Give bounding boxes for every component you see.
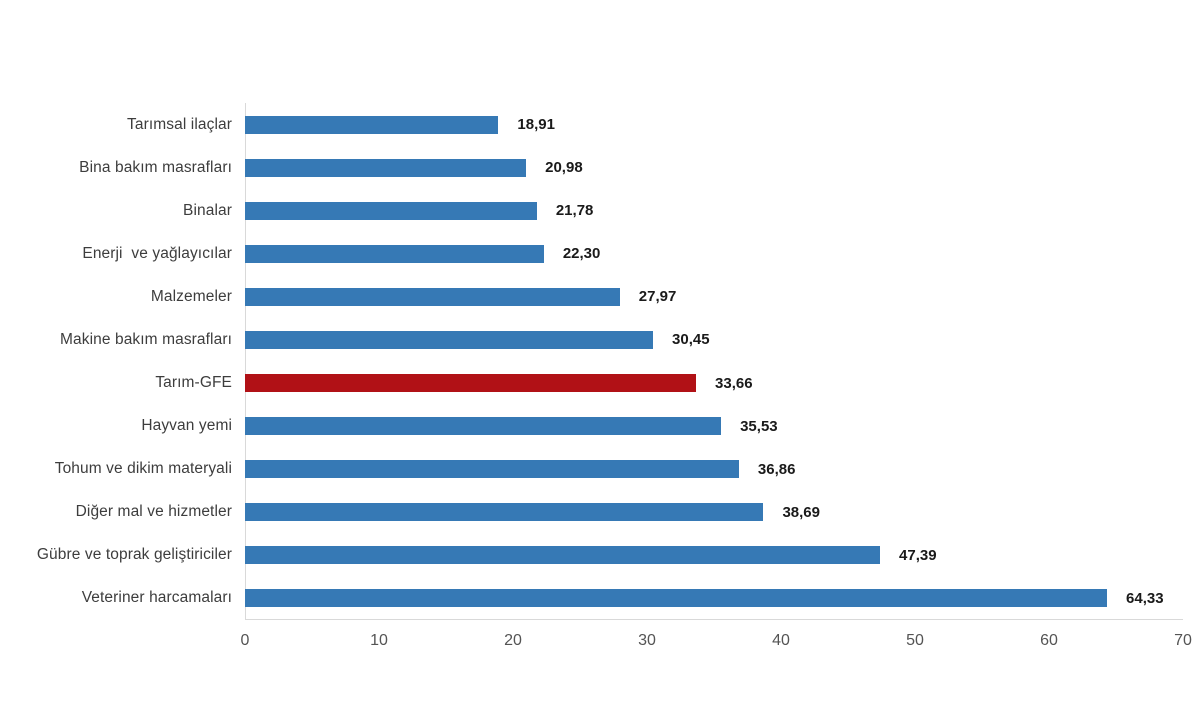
value-label: 30,45 [672, 331, 710, 349]
bar [245, 374, 697, 392]
bar-row: Tarım-GFE 33,66 [0, 361, 1183, 404]
bar [245, 546, 881, 565]
value-label: 35,53 [740, 417, 778, 435]
bar-cell: 27,97 [245, 275, 1183, 318]
category-label: Makine bakım masrafları [60, 330, 232, 348]
category-label: Gübre ve toprak geliştiriciler [36, 546, 232, 564]
bar-row: Bina bakım masrafları 20,98 [0, 146, 1183, 189]
category-label: Bina bakım masrafları [79, 158, 232, 176]
bar-row: Binalar 21,78 [0, 189, 1183, 232]
bar-cell: 22,30 [245, 232, 1183, 275]
bar-cell: 33,66 [245, 361, 1183, 404]
bar [245, 287, 620, 306]
bar-cell: 38,69 [245, 491, 1183, 534]
value-label: 33,66 [715, 374, 753, 392]
category-label: Diğer mal ve hizmetler [75, 503, 232, 521]
x-axis-tick-label: 60 [1040, 632, 1058, 649]
x-axis: 0 10 20 30 40 50 60 70 [241, 632, 1192, 656]
bar-cell: 35,53 [245, 405, 1183, 448]
category-label: Tohum ve dikim materyali [54, 460, 232, 478]
bar-cell: 20,98 [245, 146, 1183, 189]
bar-row: Hayvan yemi 35,53 [0, 405, 1183, 448]
bar [245, 158, 527, 177]
bar-row: Veteriner harcamaları 64,33 [0, 577, 1183, 620]
bar-cell: 47,39 [245, 534, 1183, 577]
value-label: 27,97 [638, 288, 677, 306]
value-label: 20,98 [545, 159, 583, 177]
bar-row: Malzemeler 27,97 [0, 275, 1183, 318]
bar-row: Tohum ve dikim materyali 36,86 [0, 448, 1183, 491]
category-label: Tarım-GFE [155, 374, 232, 391]
bar [245, 503, 764, 522]
bar-cell: 36,86 [245, 448, 1183, 491]
bar-cell: 21,78 [245, 189, 1183, 232]
bar [245, 417, 722, 436]
bar-cell: 64,33 [245, 577, 1183, 620]
value-label: 47,39 [899, 546, 937, 564]
bar-rows: Tarımsal ilaçlar 18,91 Bina bakım masraf… [0, 103, 1183, 620]
value-label: 22,30 [562, 245, 601, 263]
value-label: 38,69 [782, 503, 820, 521]
bar-row: Makine bakım masrafları 30,45 [0, 318, 1183, 361]
bar-row: Gübre ve toprak geliştiriciler 47,39 [0, 534, 1183, 577]
x-axis-tick-label: 30 [638, 632, 656, 649]
category-label: Hayvan yemi [141, 417, 232, 435]
bar-cell: 18,91 [245, 103, 1183, 146]
bar [245, 460, 739, 479]
x-axis-tick-label: 40 [772, 632, 790, 649]
x-axis-tick-label: 0 [240, 632, 250, 649]
value-label: 18,91 [517, 116, 555, 134]
category-label: Binalar [183, 201, 232, 219]
x-axis-tick-label: 20 [504, 632, 522, 649]
value-label: 21,78 [555, 202, 594, 220]
bar [245, 589, 1108, 608]
value-label: 64,33 [1126, 589, 1164, 607]
bar [245, 201, 537, 220]
bar [245, 244, 544, 263]
value-label: 36,86 [757, 460, 796, 478]
bar-row: Tarımsal ilaçlar 18,91 [0, 103, 1183, 146]
category-label: Malzemeler [150, 287, 232, 305]
x-axis-tick-label: 50 [906, 632, 924, 649]
bar-row: Enerji ve yağlayıcılar 22,30 [0, 232, 1183, 275]
category-label: Enerji ve yağlayıcılar [82, 244, 232, 262]
x-axis-tick-label: 10 [370, 632, 388, 649]
bar [245, 115, 499, 134]
x-axis-tick-label: 70 [1174, 632, 1192, 649]
plot-area [245, 103, 1183, 620]
category-label: Veteriner harcamaları [81, 589, 232, 607]
category-label: Tarımsal ilaçlar [127, 115, 232, 133]
bar-row: Diğer mal ve hizmetler 38,69 [0, 491, 1183, 534]
bar-cell: 30,45 [245, 318, 1183, 361]
bar [245, 330, 654, 349]
